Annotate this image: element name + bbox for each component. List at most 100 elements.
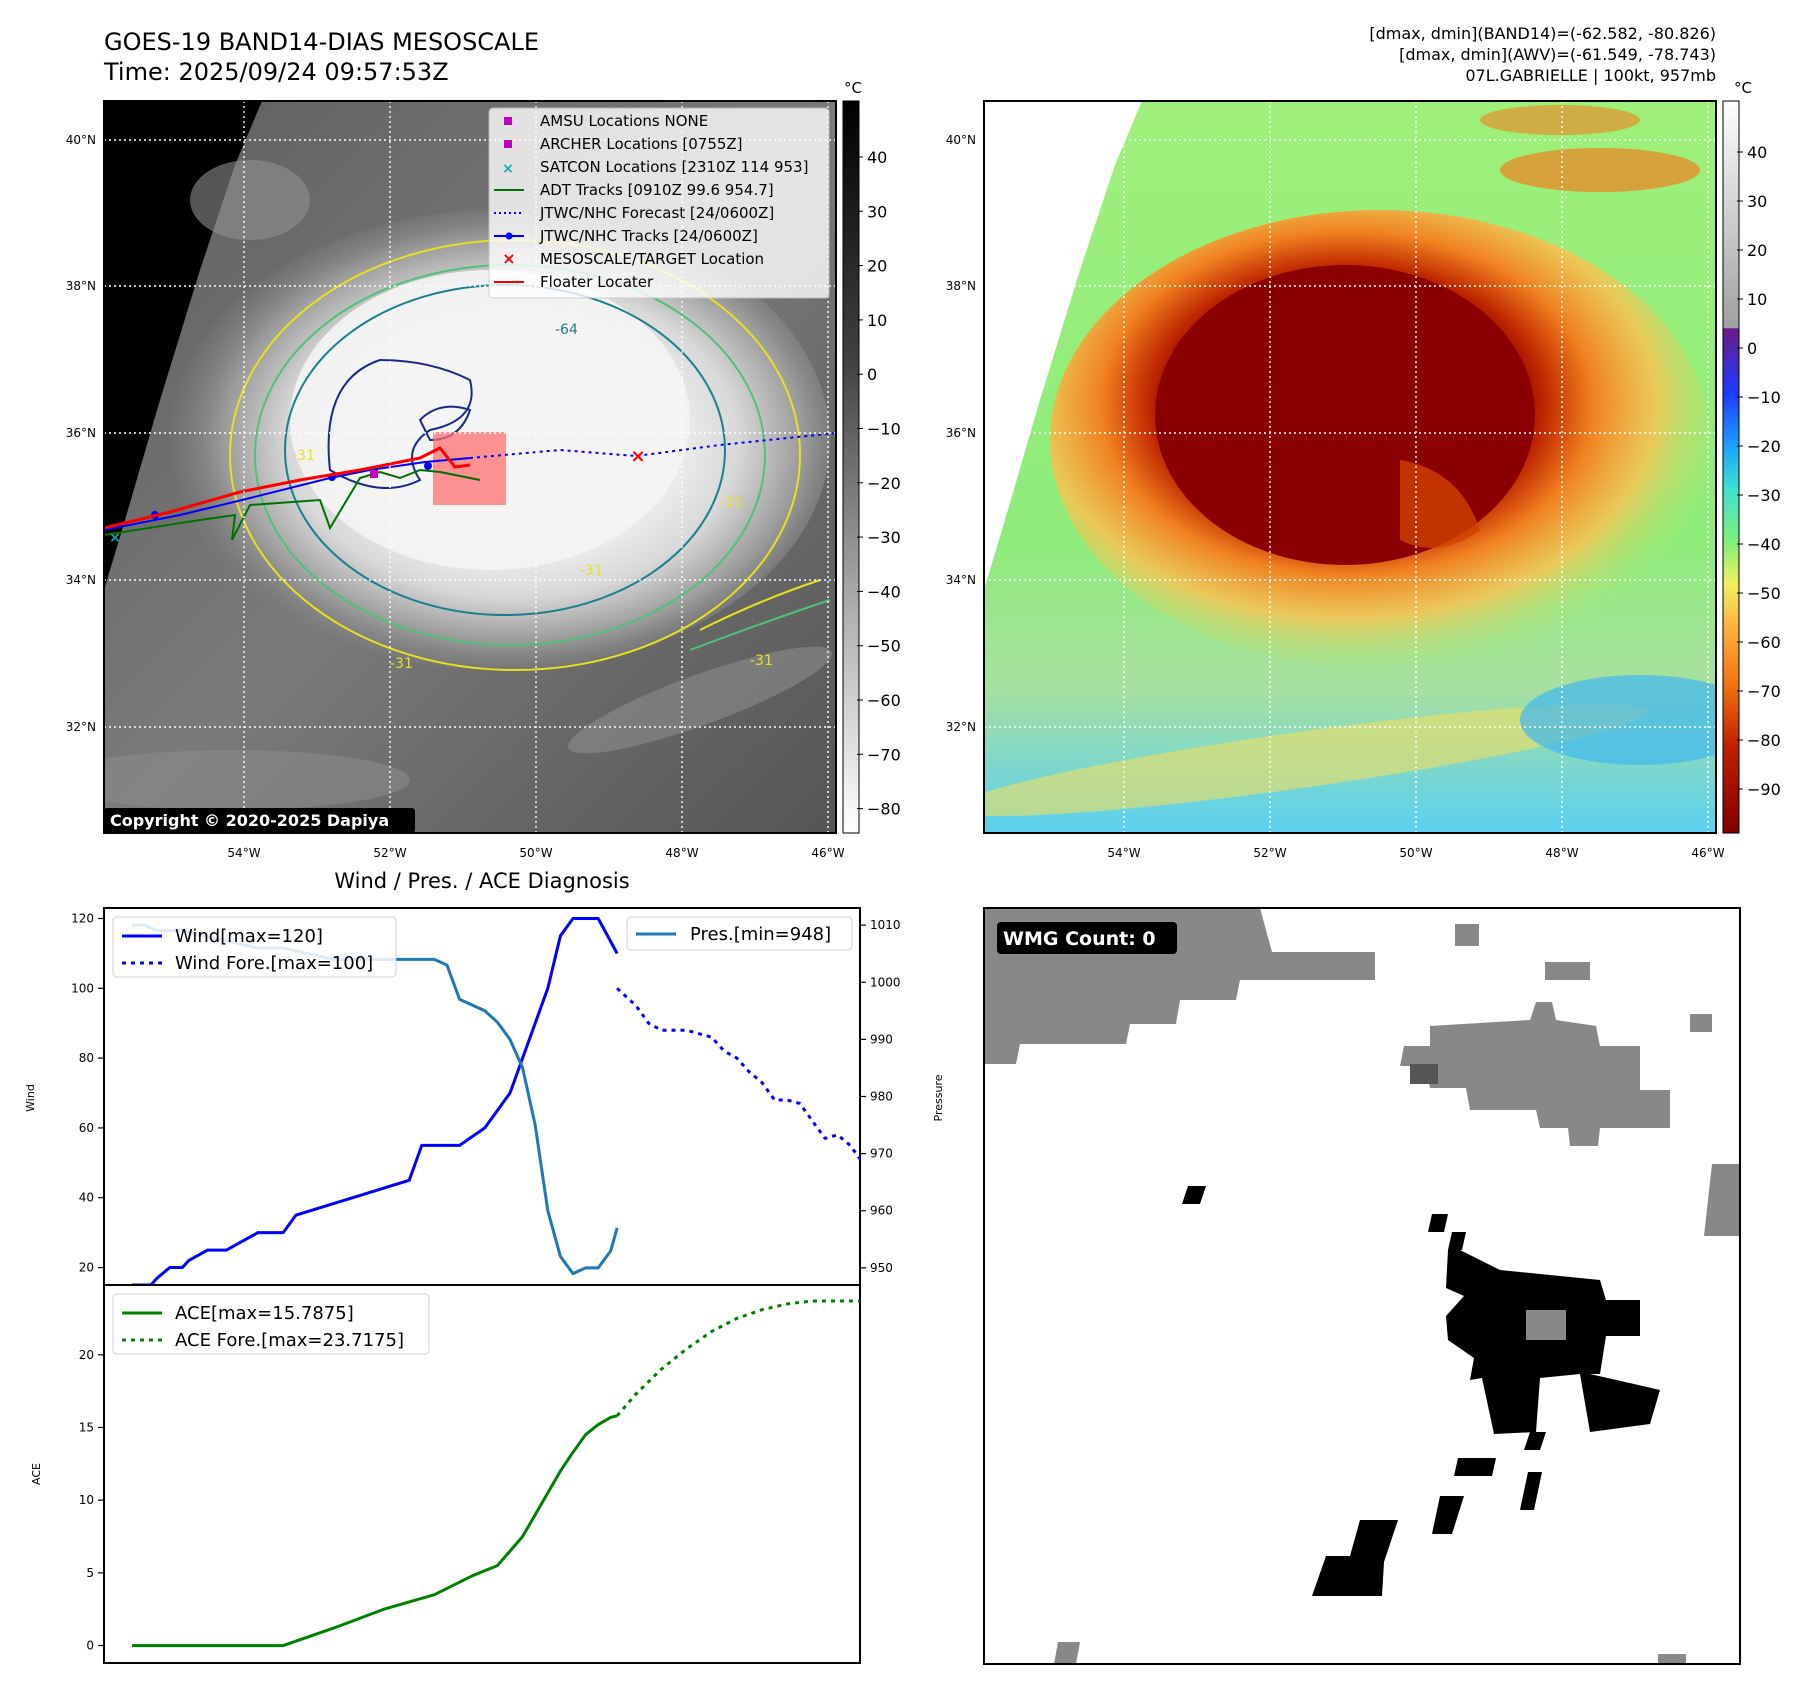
legend-ace-fore-label: ACE Fore.[max=23.7175] [175,1330,404,1351]
lat-label: 34°N [946,573,976,587]
lon-label: 48°W [665,846,698,860]
wmg-count: WMG Count: 0 [1003,928,1156,950]
left-colorbar-tick-label: 10 [867,311,887,330]
right-colorbar-tick-label: −50 [1747,584,1781,603]
pressure-axis-tick-label: 1010 [870,918,901,932]
left-colorbar-tick-label: −30 [867,528,901,547]
left-colorbar-tick-label: −40 [867,582,901,601]
copyright-text: Copyright © 2020-2025 Dapiya [110,811,389,830]
right-colorbar-tick-label: 30 [1747,192,1767,211]
wind-axis-label: Wind [24,1084,37,1112]
diagnosis-title: Wind / Pres. / ACE Diagnosis [334,869,629,893]
ace-axis-tick-label: 20 [79,1348,94,1362]
left-colorbar-unit: °C [844,79,862,97]
left-colorbar-tick-label: 0 [867,365,877,384]
left-colorbar-tick-label: −50 [867,637,901,656]
lat-label: 34°N [66,573,96,587]
pressure-axis-tick-label: 950 [870,1261,893,1275]
right-colorbar-unit: °C [1734,79,1752,97]
right-gridlines [984,101,1716,833]
target-marker-icon: × [630,446,645,467]
ace-axis-tick-label: 15 [79,1420,94,1434]
ace-axis-tick-label: 5 [86,1566,94,1580]
lat-label: 38°N [66,279,96,293]
legend-item: Floater Locater [540,273,654,291]
lon-label: 52°W [1253,846,1286,860]
lat-label: 32°N [946,720,976,734]
space-region [104,101,262,590]
wind-legend: Wind[max=120] Wind Fore.[max=100] [112,916,397,978]
floater-box [433,432,506,505]
wind-axis-tick-label: 40 [79,1191,94,1205]
right-colorbar [1722,100,1740,834]
legend-item: ARCHER Locations [0755Z] [540,135,743,153]
left-map-panel: -64 -31 -31 -31 -31 -31 × × [66,79,901,860]
contour-label: -31 [292,448,315,464]
series-wind-line [132,917,619,1285]
storm-core [1155,265,1535,565]
contour-label: -31 [580,563,603,579]
copyright-badge [104,808,415,833]
storm-info: 07L.GABRIELLE | 100kt, 957mb [1465,66,1716,85]
lat-label: 40°N [946,133,976,147]
legend-satcon-icon: × [502,161,514,177]
legend-pressure-label: Pres.[min=948] [690,924,831,945]
wind-axis-tick-label: 120 [71,911,94,925]
wind-axis-tick-label: 100 [71,981,94,995]
pressure-axis-tick-label: 970 [870,1147,893,1161]
archer-marker-icon [370,470,378,478]
lat-label: 38°N [946,279,976,293]
contour-navy [327,358,473,489]
right-colorbar-tick-label: 10 [1747,290,1767,309]
lon-label: 46°W [811,846,844,860]
legend-wind-fore-label: Wind Fore.[max=100] [175,953,373,974]
legend-amsu-icon [504,117,512,125]
adt-track [104,468,481,541]
pressure-axis-tick-label: 980 [870,1090,893,1104]
lon-label: 54°W [1107,846,1140,860]
figure-time: Time: 2025/09/24 09:57:53Z [103,58,449,86]
legend-item: SATCON Locations [2310Z 114 953] [540,158,808,176]
wind-axis-tick-label: 60 [79,1121,94,1135]
ace-chart: 0 5 10 15 20 ACE ACE[max=15.7875] ACE Fore.[… [30,1284,861,1664]
legend-item: JTWC/NHC Tracks [24/0600Z] [539,227,758,245]
pressure-axis-tick-label: 1000 [870,975,901,989]
left-colorbar-tick-label: −70 [867,745,901,764]
figure-title: GOES-19 BAND14-DIAS MESOSCALE [104,28,539,56]
lon-label: 46°W [1691,846,1724,860]
right-map-image [984,101,1716,833]
map-legend: AMSU Locations NONE ARCHER Locations [07… [488,107,830,299]
right-colorbar-tick-label: −80 [1747,731,1781,750]
lon-label: 52°W [373,846,406,860]
legend-target-icon: × [502,249,515,268]
contour-label: -31 [750,653,773,669]
right-colorbar-tick-label: −70 [1747,682,1781,701]
pressure-axis-tick-label: 990 [870,1032,893,1046]
right-colorbar-tick-label: 40 [1747,143,1767,162]
lat-label: 32°N [66,720,96,734]
wind-axis-tick-label: 80 [79,1051,94,1065]
ace-axis-tick-label: 0 [86,1639,94,1653]
dmax-band14: [dmax, dmin](BAND14)=(-62.582, -80.826) [1369,24,1716,43]
ace-legend: ACE[max=15.7875] ACE Fore.[max=23.7175] [112,1293,430,1355]
right-colorbar-tick-label: −60 [1747,633,1781,652]
right-colorbar-tick-label: −90 [1747,780,1781,799]
lon-label: 48°W [1545,846,1578,860]
left-colorbar-tick-label: −80 [867,800,901,819]
ace-axis-label: ACE [30,1463,43,1485]
legend-item: ADT Tracks [0910Z 99.6 954.7] [540,181,774,199]
contour-label: -31 [390,656,413,672]
contour-label: -31 [720,495,743,511]
lat-label: 36°N [946,426,976,440]
series-wind-fore-line [616,987,860,1162]
legend-archer-icon [504,140,512,148]
wind-axis-tick-label: 20 [79,1261,94,1275]
left-colorbar-tick-label: 40 [867,148,887,167]
wmg-badge [997,922,1177,954]
left-colorbar-tick-label: −10 [867,420,901,439]
lat-label: 36°N [66,426,96,440]
right-colorbar-tick-label: −10 [1747,388,1781,407]
lon-label: 50°W [1399,846,1432,860]
wmg-panel: WMG Count: 0 [983,907,1741,1665]
legend-item: JTWC/NHC Forecast [24/0600Z] [539,204,774,222]
